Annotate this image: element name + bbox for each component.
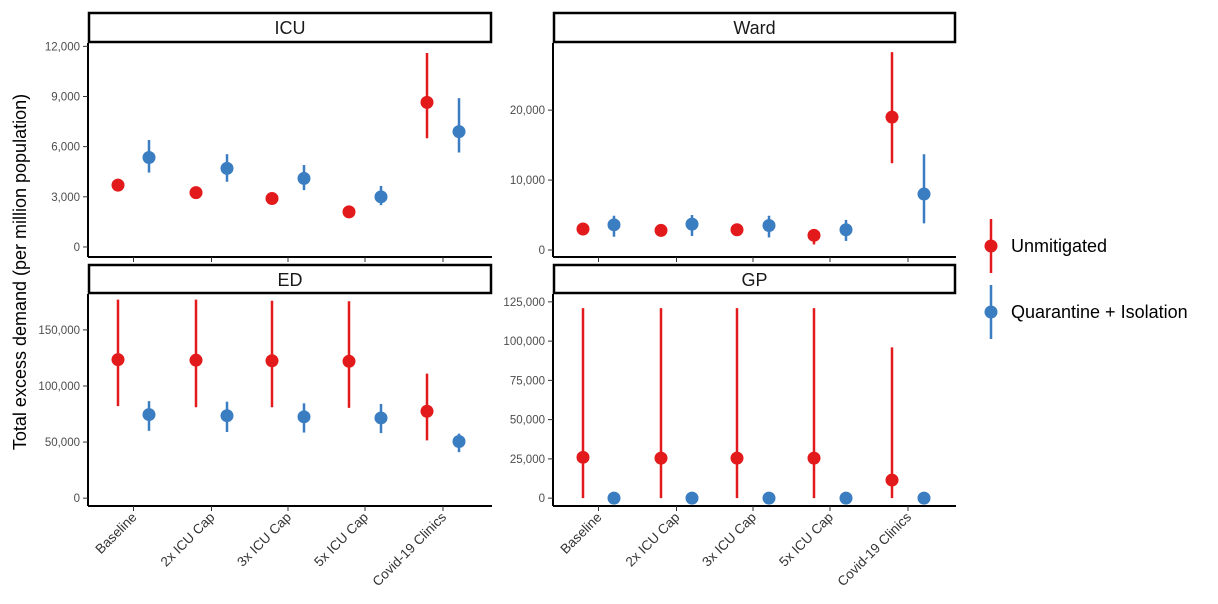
data-point [685, 491, 699, 505]
data-point [685, 217, 699, 231]
legend-key-point [984, 305, 998, 319]
data-point [265, 191, 279, 205]
data-point [807, 451, 821, 465]
data-point [762, 219, 776, 233]
data-point [917, 187, 931, 201]
x-tick-label: 2x ICU Cap [623, 510, 683, 570]
data-point [142, 408, 156, 422]
y-axis-label: Total excess demand (per million populat… [10, 94, 30, 450]
x-tick-label: Covid-19 Clinics [370, 509, 450, 589]
series-unmitigated [111, 299, 434, 441]
legend-key-point [984, 239, 998, 253]
y-tick-label: 125,000 [503, 297, 545, 309]
data-point [885, 110, 899, 124]
data-point [607, 491, 621, 505]
y-tick-label: 100,000 [38, 381, 80, 393]
x-tick-label: Covid-19 Clinics [835, 509, 915, 589]
y-tick-label: 100,000 [503, 336, 545, 348]
data-point [374, 190, 388, 204]
y-tick-label: 0 [74, 493, 80, 505]
data-point [576, 222, 590, 236]
data-point [917, 491, 931, 505]
legend-item: Unmitigated [984, 219, 1107, 273]
x-tick-label: 5x ICU Cap [776, 510, 836, 570]
series-quarantine-isolation [607, 154, 931, 241]
panel-title: ED [277, 270, 302, 290]
series-unmitigated [111, 53, 434, 219]
series-quarantine-isolation [607, 491, 931, 505]
y-tick-label: 12,000 [45, 41, 80, 53]
data-point [839, 223, 853, 237]
panel-strip [552, 263, 957, 295]
x-tick-label: Baseline [557, 510, 604, 557]
data-point [762, 491, 776, 505]
data-point [297, 171, 311, 185]
data-point [220, 161, 234, 175]
data-point [607, 218, 621, 232]
data-point [730, 223, 744, 237]
y-tick-label: 0 [74, 242, 80, 254]
x-tick-label: Baseline [92, 510, 139, 557]
panel-strip [87, 11, 493, 44]
y-tick-label: 9,000 [51, 92, 80, 104]
y-tick-label: 3,000 [51, 192, 80, 204]
data-point [142, 151, 156, 165]
panel-ward: Ward 0 10,000 20,000 [510, 11, 957, 262]
data-point [111, 178, 125, 192]
series-unmitigated [576, 308, 899, 499]
data-point [654, 451, 668, 465]
y-tick-label: 25,000 [510, 454, 545, 466]
data-point [807, 228, 821, 242]
panel-icu: ICU 0 3,000 6,000 9,000 12,000 [45, 11, 493, 262]
legend: Unmitigated Quarantine + Isolation [984, 219, 1188, 339]
y-tick-label: 75,000 [510, 375, 545, 387]
panel-strip [552, 11, 957, 44]
y-tick-label: 0 [539, 493, 545, 505]
series-unmitigated [576, 52, 899, 245]
panel-gp: GP 0 25,000 50,000 75,000 100,000 125,000 [503, 263, 957, 511]
x-tick-label: 3x ICU Cap [699, 510, 759, 570]
y-tick-label: 0 [539, 245, 545, 257]
panel-title: ICU [275, 18, 306, 38]
x-tick-label: 5x ICU Cap [311, 510, 371, 570]
y-tick-label: 150,000 [38, 325, 80, 337]
data-point [654, 223, 668, 237]
panel-strip [87, 263, 493, 295]
data-point [452, 435, 466, 449]
y-tick-label: 50,000 [510, 415, 545, 427]
data-point [189, 353, 203, 367]
panel-title: GP [741, 270, 767, 290]
legend-label: Unmitigated [1011, 236, 1107, 256]
data-point [265, 354, 279, 368]
data-point [111, 353, 125, 367]
data-point [839, 491, 853, 505]
y-tick-label: 20,000 [510, 105, 545, 117]
y-tick-label: 50,000 [45, 437, 80, 449]
data-point [885, 473, 899, 487]
panel-title: Ward [733, 18, 775, 38]
x-tick-label: 2x ICU Cap [158, 510, 218, 570]
data-point [342, 205, 356, 219]
legend-item: Quarantine + Isolation [984, 285, 1188, 339]
data-point [374, 411, 388, 425]
data-point [342, 354, 356, 368]
data-point [576, 450, 590, 464]
x-tick-label: 3x ICU Cap [234, 510, 294, 570]
panel-ed: ED 0 50,000 100,000 150,000 [38, 263, 493, 511]
data-point [420, 404, 434, 418]
data-point [420, 95, 434, 109]
y-tick-label: 10,000 [510, 175, 545, 187]
data-point [452, 125, 466, 139]
legend-label: Quarantine + Isolation [1011, 302, 1188, 322]
data-point [220, 409, 234, 423]
series-quarantine-isolation [142, 98, 466, 206]
data-point [297, 410, 311, 424]
series-quarantine-isolation [142, 401, 466, 453]
data-point [189, 186, 203, 200]
data-point [730, 451, 744, 465]
y-tick-label: 6,000 [51, 142, 80, 154]
